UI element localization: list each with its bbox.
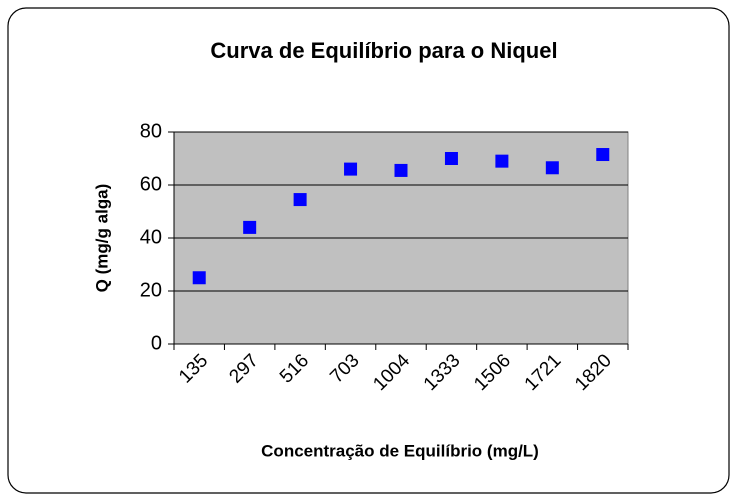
marker xyxy=(444,152,458,165)
y-tick-label: 20 xyxy=(140,279,162,301)
y-tick-label: 40 xyxy=(140,226,162,248)
chart-title: Curva de Equilíbrio para o Niquel xyxy=(210,38,557,63)
y-tick-label: 80 xyxy=(140,120,162,142)
y-tick-label: 60 xyxy=(140,173,162,195)
x-axis-label: Concentração de Equilíbrio (mg/L) xyxy=(261,441,539,460)
marker xyxy=(596,148,610,162)
marker xyxy=(495,154,509,168)
y-axis-label: Q (mg/g alga) xyxy=(92,184,111,293)
marker xyxy=(394,163,408,177)
marker xyxy=(545,161,559,175)
marker xyxy=(293,193,307,207)
y-tick-label: 0 xyxy=(151,332,162,354)
marker xyxy=(192,271,206,285)
marker xyxy=(344,162,358,176)
marker xyxy=(243,220,257,234)
